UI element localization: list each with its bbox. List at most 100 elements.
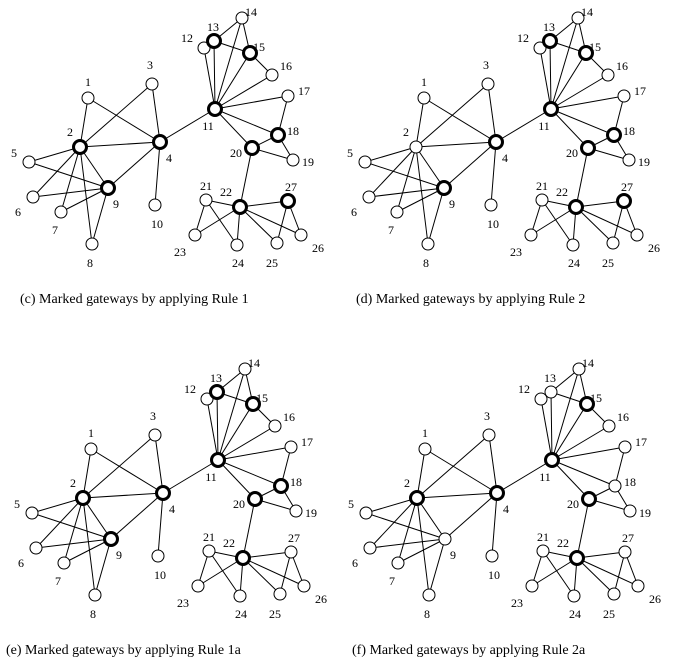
edge-22-27	[576, 551, 626, 559]
edge-17-18	[614, 446, 626, 487]
edge-2-7	[63, 497, 84, 564]
node-5	[22, 155, 36, 169]
edge-2-8	[416, 497, 430, 596]
node-25	[273, 587, 287, 601]
node-17	[618, 440, 632, 454]
node-label-23: 23	[511, 596, 523, 610]
node-label-14: 14	[248, 356, 260, 370]
node-label-10: 10	[151, 217, 163, 231]
edge-11-15	[217, 403, 254, 461]
edge-2-6	[368, 146, 417, 198]
node-label-13: 13	[210, 371, 222, 385]
node-12	[534, 392, 548, 406]
node-label-15: 15	[256, 391, 268, 405]
node-label-14: 14	[245, 5, 257, 19]
node-label-5: 5	[347, 146, 353, 160]
edge-1-4	[423, 97, 497, 143]
node-10	[151, 549, 165, 563]
edge-11-16	[217, 425, 276, 461]
edge-5-9	[28, 161, 109, 189]
edge-4-10	[157, 492, 164, 557]
node-label-22: 22	[556, 185, 568, 199]
edge-1-4	[87, 97, 161, 143]
edge-1-4	[90, 448, 164, 494]
edge-11-16	[214, 74, 273, 110]
node-label-4: 4	[502, 151, 508, 165]
edge-7-9	[63, 538, 112, 564]
caption-rule-1a: (e) Marked gateways by applying Rule 1a	[6, 643, 242, 658]
node-label-20: 20	[233, 497, 245, 511]
node-21	[202, 544, 216, 558]
node-8	[88, 588, 102, 602]
node-12	[200, 392, 214, 406]
gateway-node-11	[207, 101, 223, 117]
edge-4-10	[490, 141, 497, 206]
node-label-16: 16	[283, 410, 295, 424]
edge-2-7	[396, 146, 417, 213]
node-label-22: 22	[223, 536, 235, 550]
node-label-26: 26	[649, 592, 661, 606]
node-6	[362, 190, 376, 204]
node-label-17: 17	[301, 435, 313, 449]
node-9	[438, 532, 452, 546]
gateway-node-15	[245, 396, 261, 412]
edge-5-9	[364, 161, 445, 189]
node-14	[572, 362, 586, 376]
node-16	[268, 419, 282, 433]
node-label-16: 16	[616, 59, 628, 73]
node-25	[270, 236, 284, 250]
node-5	[358, 155, 372, 169]
edge-3-4	[488, 434, 498, 494]
node-17	[617, 89, 631, 103]
node-label-3: 3	[150, 409, 156, 423]
node-label-22: 22	[557, 536, 569, 550]
node-label-3: 3	[483, 58, 489, 72]
edge-27-25	[613, 551, 626, 595]
gateway-node-18	[270, 127, 286, 143]
edge-22-25	[242, 557, 281, 595]
edge-22-23	[531, 557, 578, 587]
edge-3-2	[82, 434, 156, 499]
node-1	[81, 91, 95, 105]
node-14	[571, 11, 585, 25]
edge-3-4	[151, 83, 161, 143]
edge-2-9	[416, 497, 446, 540]
edge-22-26	[576, 557, 639, 587]
edge-2-4	[82, 492, 164, 499]
node-label-7: 7	[55, 574, 61, 588]
edge-2-6	[369, 497, 418, 549]
gateway-node-9	[100, 180, 116, 196]
gateway-node-9	[103, 531, 119, 547]
node-7	[391, 556, 405, 570]
edge-1-2	[415, 97, 425, 148]
node-10	[148, 198, 162, 212]
edge-11-15	[214, 52, 251, 110]
node-label-10: 10	[487, 217, 499, 231]
edge-2-5	[364, 146, 417, 163]
node-label-15: 15	[589, 40, 601, 54]
gateway-node-27	[616, 193, 632, 209]
node-label-21: 21	[536, 179, 548, 193]
edge-22-27	[242, 551, 292, 559]
gateway-node-22	[232, 199, 248, 215]
edge-2-5	[365, 497, 418, 514]
node-21	[535, 193, 549, 207]
edge-2-9	[79, 146, 109, 189]
edge-4-10	[491, 492, 498, 557]
node-label-9: 9	[116, 548, 122, 562]
node-16	[265, 68, 279, 82]
edge-6-9	[32, 187, 109, 198]
edge-8-9	[94, 538, 112, 596]
edge-11-13	[216, 391, 219, 461]
node-label-2: 2	[70, 476, 76, 490]
node-3	[148, 428, 162, 442]
node-24	[233, 589, 247, 603]
edge-22-25	[576, 557, 615, 595]
gateway-node-13	[206, 33, 222, 49]
node-19	[286, 153, 300, 167]
node-label-18: 18	[623, 124, 635, 138]
node-label-13: 13	[544, 371, 556, 385]
node-24	[566, 238, 580, 252]
